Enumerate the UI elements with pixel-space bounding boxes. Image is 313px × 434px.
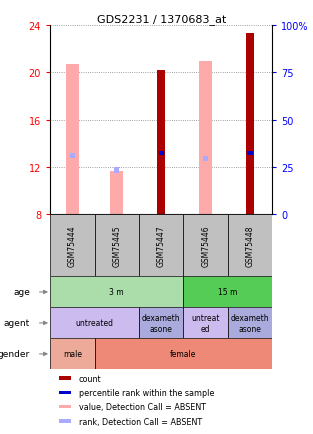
- Bar: [157, 71, 165, 215]
- Text: male: male: [63, 350, 82, 358]
- Bar: [50, 215, 95, 277]
- Bar: [158, 151, 164, 156]
- Text: GSM75444: GSM75444: [68, 225, 77, 266]
- Text: GSM75447: GSM75447: [157, 225, 166, 266]
- Bar: [95, 215, 139, 277]
- Bar: [59, 419, 71, 423]
- Bar: [203, 157, 208, 162]
- Bar: [110, 171, 123, 215]
- Text: percentile rank within the sample: percentile rank within the sample: [79, 388, 214, 397]
- Bar: [69, 154, 75, 158]
- Bar: [199, 62, 212, 215]
- Bar: [66, 65, 79, 215]
- Text: dexameth
asone: dexameth asone: [142, 313, 181, 333]
- Text: gender: gender: [0, 350, 30, 358]
- Title: GDS2231 / 1370683_at: GDS2231 / 1370683_at: [96, 14, 226, 25]
- Bar: [114, 168, 120, 174]
- Bar: [139, 308, 183, 339]
- Bar: [247, 151, 253, 156]
- Text: value, Detection Call = ABSENT: value, Detection Call = ABSENT: [79, 402, 206, 411]
- Text: GSM75445: GSM75445: [112, 225, 121, 266]
- Bar: [183, 308, 228, 339]
- Bar: [228, 308, 272, 339]
- Text: count: count: [79, 374, 102, 383]
- Text: 15 m: 15 m: [218, 288, 238, 297]
- Bar: [183, 215, 228, 277]
- Text: rank, Detection Call = ABSENT: rank, Detection Call = ABSENT: [79, 417, 202, 426]
- Text: agent: agent: [4, 319, 30, 328]
- Text: untreat
ed: untreat ed: [191, 313, 220, 333]
- Bar: [246, 34, 254, 215]
- Text: GSM75446: GSM75446: [201, 225, 210, 266]
- Text: age: age: [13, 288, 30, 297]
- Bar: [95, 339, 272, 369]
- Bar: [139, 215, 183, 277]
- Text: female: female: [170, 350, 197, 358]
- Bar: [59, 376, 71, 380]
- Bar: [59, 405, 71, 408]
- Bar: [59, 391, 71, 394]
- Text: dexameth
asone: dexameth asone: [231, 313, 269, 333]
- Bar: [50, 339, 95, 369]
- Text: untreated: untreated: [75, 319, 114, 328]
- Bar: [50, 277, 183, 308]
- Text: GSM75448: GSM75448: [246, 225, 254, 266]
- Bar: [183, 277, 272, 308]
- Bar: [50, 308, 139, 339]
- Bar: [228, 215, 272, 277]
- Text: 3 m: 3 m: [110, 288, 124, 297]
